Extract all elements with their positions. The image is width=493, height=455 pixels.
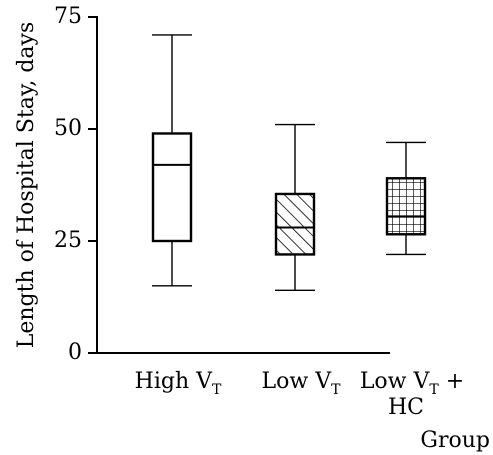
iqr-box (385, 177, 427, 236)
y-axis-ticks: 0 25 50 75 (54, 4, 97, 365)
category-label-3-line2: HC (388, 395, 424, 420)
box-1 (151, 34, 193, 287)
y-axis-title: Length of Hospital Stay, days (14, 22, 39, 349)
box-3 (385, 141, 427, 256)
category-label-1: High VT (135, 369, 222, 398)
boxes (151, 34, 427, 291)
y-tick-label-75: 75 (54, 4, 82, 29)
category-label-2: Low VT (262, 369, 342, 398)
y-tick-label-0: 0 (68, 340, 82, 365)
box-2 (274, 123, 316, 291)
category-labels: High VT Low VT Low VT +HC (135, 369, 465, 420)
y-tick-label-50: 50 (54, 116, 82, 141)
iqr-box (151, 132, 193, 243)
category-label-3: Low VT + (360, 369, 464, 398)
y-tick-label-25: 25 (54, 228, 82, 253)
iqr-box (274, 192, 316, 256)
x-axis-title: Group (420, 428, 490, 453)
